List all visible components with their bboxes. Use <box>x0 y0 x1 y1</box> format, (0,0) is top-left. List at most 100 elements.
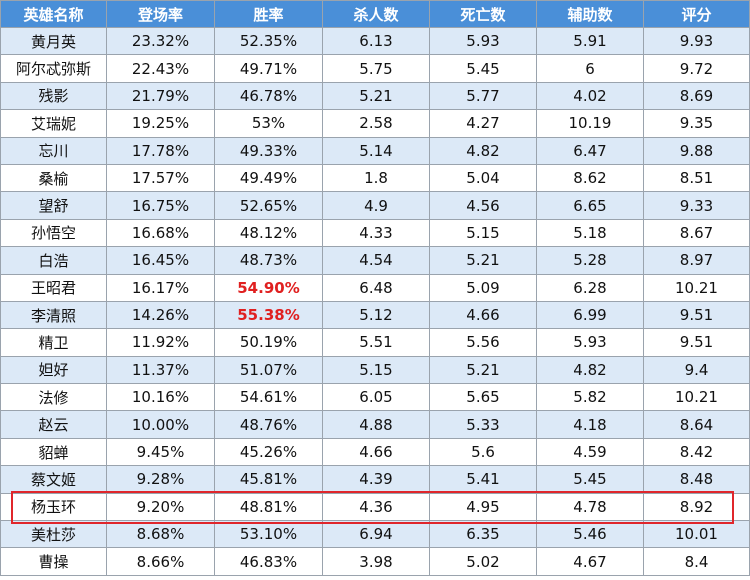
table-row: 蔡文姬 9.28% 45.81% 4.39 5.41 5.45 8.48 <box>0 465 750 494</box>
cell-assists: 6.47 <box>536 136 644 165</box>
cell-deaths: 5.04 <box>429 163 537 193</box>
cell-deaths: 6.35 <box>429 520 537 549</box>
cell-score: 9.35 <box>643 109 750 138</box>
cell-score: 8.4 <box>643 547 750 576</box>
cell-kills: 2.58 <box>322 109 430 138</box>
cell-kills: 4.66 <box>322 437 430 467</box>
cell-hero-name: 李清照 <box>0 300 107 330</box>
table-body: 黄月英 23.32% 52.35% 6.13 5.93 5.91 9.93 阿尔忒弥斯 22.4… <box>0 26 750 576</box>
cell-win-rate: 51.07% <box>214 355 323 385</box>
cell-appearance-rate: 16.68% <box>106 218 215 248</box>
cell-score: 9.51 <box>643 300 750 330</box>
cell-win-rate: 46.78% <box>214 81 323 111</box>
cell-assists: 4.67 <box>536 547 644 576</box>
cell-hero-name: 杨玉环 <box>0 492 107 522</box>
cell-score: 9.33 <box>643 191 750 220</box>
cell-deaths: 4.95 <box>429 492 537 522</box>
cell-appearance-rate: 16.75% <box>106 191 215 220</box>
column-header-assists: 辅助数 <box>536 0 644 28</box>
cell-hero-name: 望舒 <box>0 191 107 220</box>
cell-kills: 5.75 <box>322 54 430 83</box>
cell-score: 9.93 <box>643 26 750 56</box>
cell-hero-name: 妲好 <box>0 355 107 385</box>
cell-assists: 8.62 <box>536 163 644 193</box>
cell-kills: 5.14 <box>322 136 430 165</box>
cell-appearance-rate: 23.32% <box>106 26 215 56</box>
cell-assists: 5.93 <box>536 328 644 357</box>
cell-deaths: 5.77 <box>429 81 537 111</box>
cell-kills: 4.36 <box>322 492 430 522</box>
cell-score: 10.21 <box>643 383 750 412</box>
cell-assists: 5.82 <box>536 383 644 412</box>
cell-score: 9.72 <box>643 54 750 83</box>
cell-deaths: 5.33 <box>429 410 537 439</box>
cell-hero-name: 曹操 <box>0 547 107 576</box>
cell-deaths: 5.41 <box>429 465 537 494</box>
cell-kills: 5.51 <box>322 328 430 357</box>
cell-hero-name: 王昭君 <box>0 273 107 302</box>
cell-deaths: 5.02 <box>429 547 537 576</box>
cell-kills: 5.12 <box>322 300 430 330</box>
cell-score: 9.88 <box>643 136 750 165</box>
cell-win-rate: 50.19% <box>214 328 323 357</box>
cell-appearance-rate: 17.78% <box>106 136 215 165</box>
cell-assists: 6.65 <box>536 191 644 220</box>
cell-score: 8.51 <box>643 163 750 193</box>
cell-assists: 6.28 <box>536 273 644 302</box>
cell-hero-name: 桑榆 <box>0 163 107 193</box>
cell-deaths: 5.09 <box>429 273 537 302</box>
cell-win-rate: 49.33% <box>214 136 323 165</box>
cell-win-rate: 52.35% <box>214 26 323 56</box>
table-row: 黄月英 23.32% 52.35% 6.13 5.93 5.91 9.93 <box>0 26 750 56</box>
cell-score: 10.01 <box>643 520 750 549</box>
cell-appearance-rate: 14.26% <box>106 300 215 330</box>
cell-win-rate: 45.26% <box>214 437 323 467</box>
cell-deaths: 5.15 <box>429 218 537 248</box>
table-row: 残影 21.79% 46.78% 5.21 5.77 4.02 8.69 <box>0 81 750 111</box>
cell-score: 8.64 <box>643 410 750 439</box>
cell-hero-name: 黄月英 <box>0 26 107 56</box>
cell-hero-name: 法修 <box>0 383 107 412</box>
cell-kills: 5.21 <box>322 81 430 111</box>
cell-appearance-rate: 16.45% <box>106 246 215 275</box>
table-row: 貂蝉 9.45% 45.26% 4.66 5.6 4.59 8.42 <box>0 437 750 467</box>
cell-appearance-rate: 9.45% <box>106 437 215 467</box>
table-row: 美杜莎 8.68% 53.10% 6.94 6.35 5.46 10.01 <box>0 520 750 549</box>
cell-assists: 5.45 <box>536 465 644 494</box>
cell-kills: 4.9 <box>322 191 430 220</box>
cell-hero-name: 貂蝉 <box>0 437 107 467</box>
cell-deaths: 5.21 <box>429 355 537 385</box>
cell-deaths: 4.66 <box>429 300 537 330</box>
table-row: 望舒 16.75% 52.65% 4.9 4.56 6.65 9.33 <box>0 191 750 220</box>
cell-score: 8.97 <box>643 246 750 275</box>
table-header: 英雄名称 登场率 胜率 杀人数 死亡数 辅助数 评分 <box>0 0 750 28</box>
cell-hero-name: 精卫 <box>0 328 107 357</box>
cell-hero-name: 阿尔忒弥斯 <box>0 54 107 83</box>
cell-appearance-rate: 9.20% <box>106 492 215 522</box>
cell-appearance-rate: 10.16% <box>106 383 215 412</box>
table-row: 曹操 8.66% 46.83% 3.98 5.02 4.67 8.4 <box>0 547 750 576</box>
cell-win-rate: 54.61% <box>214 383 323 412</box>
column-header-deaths: 死亡数 <box>429 0 537 28</box>
cell-hero-name: 白浩 <box>0 246 107 275</box>
cell-win-rate: 53.10% <box>214 520 323 549</box>
cell-score: 8.42 <box>643 437 750 467</box>
cell-hero-name: 艾瑞妮 <box>0 109 107 138</box>
cell-assists: 4.02 <box>536 81 644 111</box>
cell-deaths: 5.93 <box>429 26 537 56</box>
table-row: 桑榆 17.57% 49.49% 1.8 5.04 8.62 8.51 <box>0 163 750 193</box>
cell-score: 9.4 <box>643 355 750 385</box>
column-header-kills: 杀人数 <box>322 0 430 28</box>
header-row: 英雄名称 登场率 胜率 杀人数 死亡数 辅助数 评分 <box>0 0 750 28</box>
cell-deaths: 4.27 <box>429 109 537 138</box>
table-row: 阿尔忒弥斯 22.43% 49.71% 5.75 5.45 6 9.72 <box>0 54 750 83</box>
cell-score: 8.67 <box>643 218 750 248</box>
cell-kills: 4.88 <box>322 410 430 439</box>
cell-score: 8.92 <box>643 492 750 522</box>
cell-win-rate: 54.90% <box>214 273 323 302</box>
cell-deaths: 5.21 <box>429 246 537 275</box>
cell-win-rate: 55.38% <box>214 300 323 330</box>
cell-appearance-rate: 8.68% <box>106 520 215 549</box>
cell-kills: 4.54 <box>322 246 430 275</box>
